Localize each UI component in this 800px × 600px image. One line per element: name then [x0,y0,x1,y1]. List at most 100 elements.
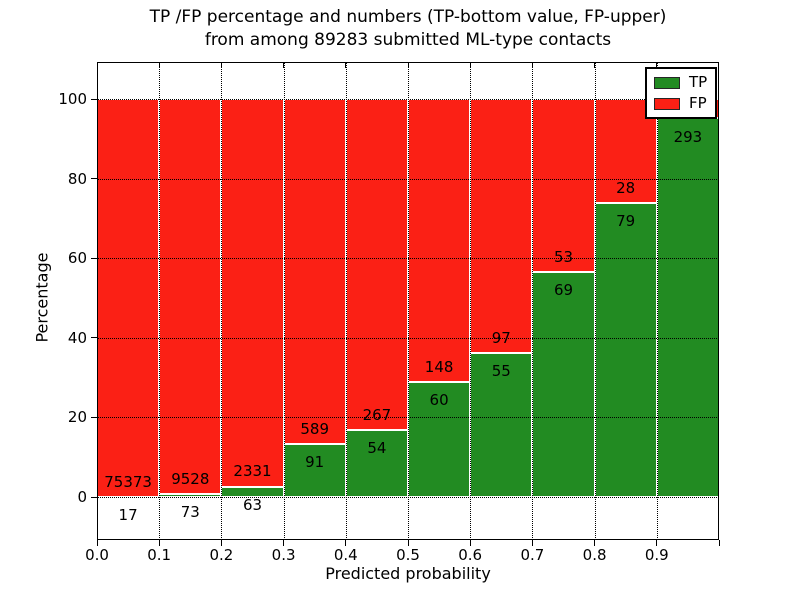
fp-count-label: 267 [362,405,392,424]
fp-count-label: 75373 [104,472,152,491]
x-tick-mark-top [407,62,409,68]
chart-title-line1: TP /FP percentage and numbers (TP-bottom… [149,7,667,27]
chart-title-line2: from among 89283 submitted ML-type conta… [204,30,612,50]
x-tick-label: 0.2 [209,546,234,564]
x-tick-mark [220,540,223,546]
fp-bar-segment [470,99,533,353]
fp-bar-segment [408,99,471,383]
fp-count-label: 97 [491,328,511,347]
x-tick-mark-top [345,62,347,68]
fp-count-label: 28 [616,179,636,198]
x-tick-mark [283,540,285,546]
tp-count-label: 17 [118,506,138,525]
tp-count-label: 293 [673,127,703,146]
tp-bar-segment [470,353,533,497]
tp-count-label: 54 [367,439,387,458]
fp-bar-segment [532,99,595,272]
y-gridline [97,497,719,498]
x-gridline [283,62,285,540]
x-gridline [594,62,596,540]
x-tick-mark [469,540,471,546]
y-gridline [97,99,719,100]
y-tick-label: 80 [67,169,87,188]
fp-bar-segment [221,99,284,487]
plot-area: 75373 17 9528 73 2331 63 589 91 267 54 148 60 97 55 53… [58,62,720,564]
tp-count-label: 79 [616,212,636,231]
x-tick-mark [158,540,160,546]
chart-title: TP /FP percentage and numbers (TP-bottom… [97,6,719,52]
legend: TP FP [645,67,718,119]
x-tick-mark [718,540,720,546]
tp-color-swatch [654,76,680,89]
x-tick-mark-top [220,62,223,68]
x-gridline [345,62,347,540]
x-tick-label: 0.9 [644,546,669,564]
x-tick-mark-top [283,62,285,68]
tp-count-label: 63 [242,495,263,514]
legend-entry-fp: FP [654,96,707,111]
y-tick-mark [91,178,97,180]
x-tick-label: 0.1 [147,546,172,564]
x-tick-label: 0.0 [85,546,109,564]
tp-bar-segment [532,271,595,497]
x-tick-label: 0.6 [458,546,483,564]
legend-entry-tp: TP [654,75,707,90]
x-gridline [656,62,658,540]
legend-label-tp: TP [689,73,708,91]
x-tick-mark [407,540,409,546]
tp-count-label: 55 [491,362,511,381]
tp-count-label: 60 [429,391,449,410]
tp-bar-segment [283,443,346,497]
tp-bar-segment [594,203,657,497]
y-gridline [97,258,719,260]
x-tick-mark [96,540,98,546]
fp-bar-segment [345,99,408,431]
y-tick-mark [91,496,97,498]
tp-count-label: 91 [305,453,325,472]
fp-bar-segment [283,99,346,444]
x-tick-label: 0.5 [396,546,420,564]
x-tick-label: 0.3 [271,546,296,564]
tp-count-label: 69 [553,281,574,300]
tp-bar-segment [408,382,471,497]
x-tick-mark [656,540,658,546]
y-tick-mark [91,257,97,259]
fp-count-label: 53 [553,247,574,266]
x-tick-mark-top [469,62,471,68]
x-tick-mark [531,540,534,546]
x-tick-mark-top [531,62,534,68]
y-tick-label: 40 [67,328,87,347]
x-axis-label: Predicted probability [325,564,491,583]
tp-bar-segment [345,430,408,497]
x-gridline [470,62,472,540]
y-tick-label: 60 [67,249,87,268]
x-tick-mark [594,540,596,546]
y-gridline [97,337,719,339]
x-tick-label: 0.7 [520,546,545,564]
fp-count-label: 148 [424,358,454,377]
tp-bar-segment [656,118,719,497]
fp-bar-segment [97,99,160,497]
x-gridline [532,62,534,540]
legend-label-fp: FP [689,94,707,112]
y-tick-label: 20 [67,408,87,427]
x-tick-mark-top [158,62,160,68]
y-tick-mark [91,416,97,419]
fp-count-label: 589 [300,419,330,438]
y-tick-mark [91,98,97,100]
y-tick-label: 100 [58,90,87,108]
y-tick-label: 0 [77,488,87,506]
fp-count-label: 9528 [171,469,210,488]
x-tick-mark-top [656,62,658,68]
x-gridline [159,62,161,540]
y-gridline [97,178,719,180]
x-tick-mark [345,540,347,546]
x-gridline [221,62,223,540]
fp-count-label: 2331 [233,462,272,481]
tp-count-label: 73 [180,503,200,522]
y-gridline [97,417,719,419]
fp-color-swatch [654,97,680,110]
fp-bar-segment [159,99,222,494]
x-gridline [408,62,409,540]
